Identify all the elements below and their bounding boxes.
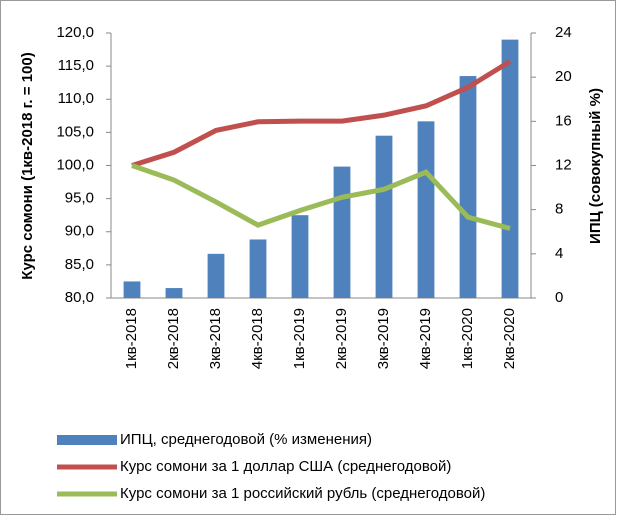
y-tick-label: 95,0 xyxy=(65,190,94,207)
x-tick-label: 2кв-2020 xyxy=(501,308,518,369)
legend-label: Курс сомони за 1 доллар США (среднегодов… xyxy=(120,458,451,475)
bar xyxy=(249,239,267,298)
x-tick-label: 4кв-2019 xyxy=(417,308,434,369)
legend-label: Курс сомони за 1 российский рубль (средн… xyxy=(120,485,485,502)
y2-tick-label: 8 xyxy=(555,201,563,218)
legend-swatch xyxy=(57,435,117,445)
line xyxy=(131,59,512,168)
y2-tick-label: 16 xyxy=(555,112,572,129)
y2-tick-label: 24 xyxy=(555,24,572,41)
bar xyxy=(165,288,183,298)
y-tick-label: 115,0 xyxy=(58,57,94,74)
bar xyxy=(333,166,351,298)
x-tick-label: 3кв-2019 xyxy=(375,308,392,369)
bar xyxy=(501,39,519,298)
bar xyxy=(291,215,309,298)
line xyxy=(131,163,511,231)
y-tick-label: 110,0 xyxy=(58,90,94,107)
x-tick-label: 2кв-2019 xyxy=(333,308,350,369)
x-tick-label: 2кв-2018 xyxy=(165,308,182,369)
y-tick-label: 80,0 xyxy=(65,289,94,306)
x-tick-label: 3кв-2018 xyxy=(207,308,224,369)
bar xyxy=(417,121,435,298)
y-tick-label: 85,0 xyxy=(65,256,94,273)
y2-tick-label: 20 xyxy=(555,68,572,85)
bar xyxy=(375,135,393,298)
y-tick-label: 90,0 xyxy=(65,223,94,240)
y2-tick-label: 4 xyxy=(555,245,563,262)
bar xyxy=(207,253,225,298)
x-tick-label: 1кв-2019 xyxy=(291,308,308,369)
x-tick-label: 4кв-2018 xyxy=(249,308,266,369)
y2-tick-label: 12 xyxy=(555,156,572,173)
x-tick-label: 1кв-2020 xyxy=(459,308,476,369)
bar xyxy=(459,76,477,298)
legend-label: ИПЦ, среднегодовой (% изменения) xyxy=(120,431,372,448)
y2-tick-label: 0 xyxy=(555,289,563,306)
bar xyxy=(123,281,141,298)
y-axis-label: Курс сомони (1кв-2018 г. = 100) xyxy=(19,52,36,279)
x-tick-label: 1кв-2018 xyxy=(123,308,140,369)
y-tick-label: 120,0 xyxy=(56,24,94,41)
y2-axis-label: ИПЦ (совокупный %) xyxy=(587,88,604,244)
y-tick-label: 100,0 xyxy=(56,156,94,173)
y-tick-label: 105,0 xyxy=(56,123,94,140)
